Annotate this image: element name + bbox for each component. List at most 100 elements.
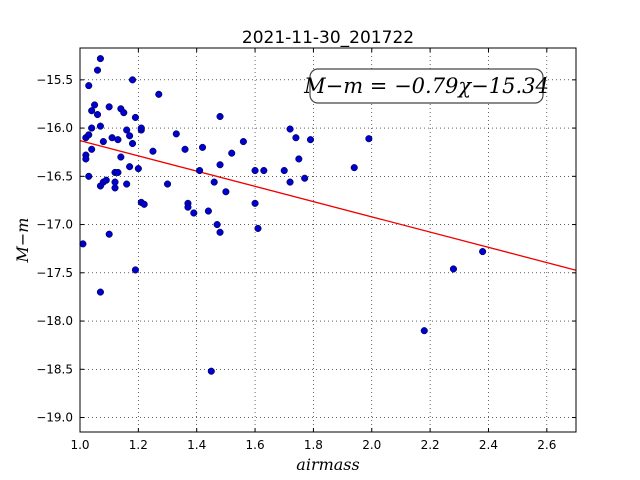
x-tick-label: 2.6 xyxy=(537,438,556,452)
data-point xyxy=(280,166,288,175)
annotation-box xyxy=(309,68,544,104)
fit-line xyxy=(79,139,577,271)
data-point xyxy=(149,147,157,155)
data-point xyxy=(93,111,102,119)
data-point xyxy=(295,155,303,163)
data-point xyxy=(196,166,204,175)
data-point xyxy=(128,76,137,84)
data-point xyxy=(123,180,131,188)
data-point xyxy=(105,230,113,238)
data-point xyxy=(91,101,99,109)
data-point xyxy=(114,168,122,177)
data-point xyxy=(190,209,198,217)
data-point xyxy=(134,165,142,173)
data-point xyxy=(181,145,189,153)
data-point xyxy=(213,221,221,229)
x-tick-label: 1.4 xyxy=(187,438,206,452)
data-point xyxy=(306,136,315,144)
data-point xyxy=(172,130,180,138)
data-point xyxy=(184,203,192,211)
data-point xyxy=(251,199,259,207)
data-point xyxy=(120,109,128,117)
data-point xyxy=(350,164,358,172)
y-tick-label: −17.5 xyxy=(36,266,73,280)
data-point xyxy=(216,161,224,169)
y-tick-label: −17.0 xyxy=(36,218,73,232)
data-point xyxy=(301,174,309,182)
y-tick-label: −16.0 xyxy=(36,121,73,135)
x-axis-label: airmass xyxy=(296,455,359,474)
data-point xyxy=(131,266,139,274)
data-point xyxy=(96,55,104,63)
data-point xyxy=(216,228,224,236)
data-point xyxy=(140,200,148,208)
data-point xyxy=(260,166,268,175)
y-tick-label: −19.0 xyxy=(36,411,73,425)
fit-annotation: M−m = −0.79χ−15.34 xyxy=(303,68,549,104)
data-point xyxy=(251,166,259,175)
y-tick-label: −15.5 xyxy=(36,73,73,87)
y-axis-label: M−m xyxy=(13,218,32,264)
x-tick-label: 1.6 xyxy=(246,438,265,452)
x-tick-label: 1.2 xyxy=(129,438,148,452)
plot-area xyxy=(80,48,576,432)
data-point xyxy=(105,103,113,111)
data-point xyxy=(85,172,93,180)
data-point xyxy=(216,112,224,121)
data-point xyxy=(222,188,230,196)
data-point xyxy=(79,240,87,248)
grid-lines xyxy=(79,48,576,432)
data-point xyxy=(286,178,294,186)
y-tick-label: −18.0 xyxy=(36,314,73,328)
data-point xyxy=(102,176,110,184)
data-point xyxy=(420,327,428,335)
data-point xyxy=(82,155,90,163)
data-point xyxy=(88,107,96,115)
data-point xyxy=(96,122,104,130)
data-point xyxy=(85,82,93,90)
annotation-text: M−m = −0.79χ−15.34 xyxy=(303,74,549,98)
data-point xyxy=(254,224,262,232)
data-point xyxy=(239,138,247,146)
fit-line-layer xyxy=(79,139,577,271)
data-point xyxy=(210,178,218,186)
data-point xyxy=(111,178,119,186)
data-point xyxy=(88,145,96,153)
plot-frame xyxy=(79,47,577,433)
data-point xyxy=(207,367,215,375)
x-tick-labels: 1.0 1.2 1.4 1.6 1.8 2.0 2.2 2.4 2.6 xyxy=(70,438,556,452)
data-point xyxy=(85,131,93,139)
data-point xyxy=(449,265,458,273)
data-point xyxy=(286,125,294,133)
x-tick-label: 1.0 xyxy=(70,438,89,452)
axis-ticks xyxy=(79,48,576,432)
data-point xyxy=(131,113,139,122)
data-point xyxy=(155,90,163,98)
data-point xyxy=(123,126,131,134)
data-points xyxy=(79,55,487,375)
y-tick-label: −16.5 xyxy=(36,169,73,183)
data-point xyxy=(114,136,122,144)
data-point xyxy=(137,124,145,132)
data-point xyxy=(99,138,107,146)
data-point xyxy=(96,288,104,296)
data-point xyxy=(128,139,137,148)
data-point xyxy=(88,124,96,132)
x-tick-label: 1.8 xyxy=(304,438,323,452)
data-point xyxy=(93,66,102,74)
data-point xyxy=(479,248,487,256)
data-point xyxy=(365,135,373,143)
x-tick-label: 2.2 xyxy=(421,438,440,452)
data-point xyxy=(126,163,134,171)
y-tick-label: −18.5 xyxy=(36,362,73,376)
data-point xyxy=(117,153,125,161)
x-tick-label: 2.4 xyxy=(479,438,498,452)
data-point xyxy=(204,207,212,215)
chart-title: 2021-11-30_201722 xyxy=(242,28,414,48)
data-point xyxy=(228,149,236,157)
data-point xyxy=(126,132,134,140)
x-tick-label: 2.0 xyxy=(362,438,381,452)
data-point xyxy=(163,180,172,188)
data-point xyxy=(198,143,207,151)
